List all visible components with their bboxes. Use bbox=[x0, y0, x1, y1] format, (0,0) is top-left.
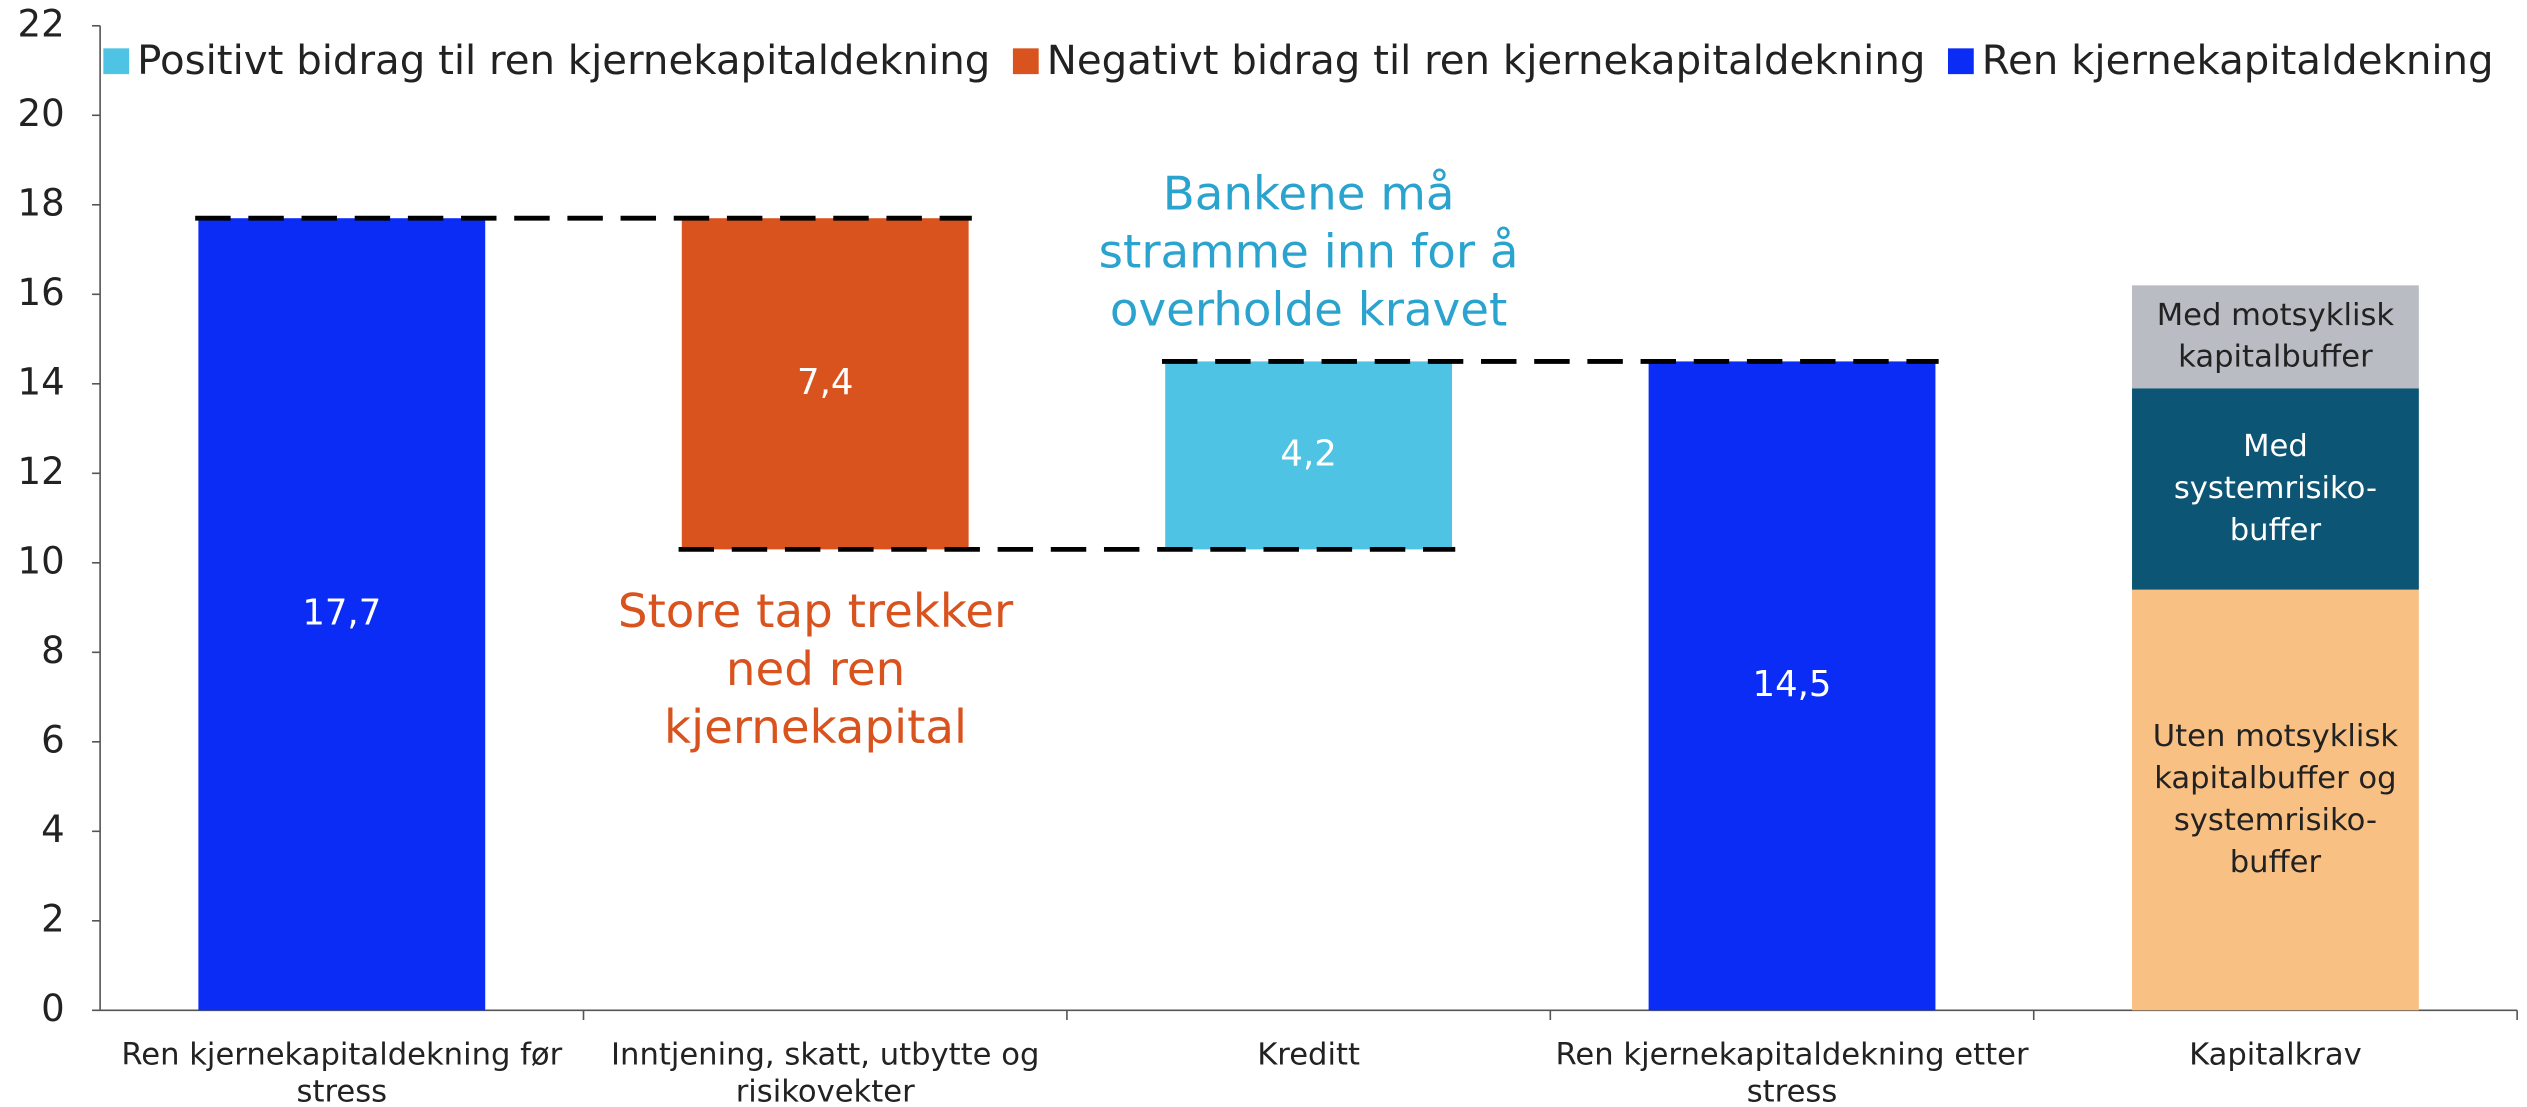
bar bbox=[681, 218, 969, 550]
bar bbox=[1165, 361, 1453, 550]
value-label: 14,5 bbox=[1753, 664, 1832, 705]
y-tick-label: 6 bbox=[41, 718, 65, 761]
stack-label-line: buffer bbox=[2230, 844, 2322, 879]
annotation-line: ned ren bbox=[726, 642, 905, 696]
x-tick-label: Kreditt bbox=[1257, 1037, 1360, 1072]
x-tick-label-line: stress bbox=[297, 1074, 388, 1107]
x-tick-label-line: stress bbox=[1747, 1074, 1838, 1107]
stack-label-line: kapitalbuffer bbox=[2178, 339, 2373, 374]
annotation-line: Bankene må bbox=[1163, 167, 1455, 221]
x-tick-label: Inntjening, skatt, utbytte og risikovekte… bbox=[611, 1037, 1039, 1107]
x-tick-label-line: Ren kjernekapitaldekning etter bbox=[1556, 1037, 2029, 1072]
x-tick-label-line: Ren kjernekapitaldekning før bbox=[121, 1037, 562, 1072]
y-tick-label: 8 bbox=[41, 629, 65, 672]
y-tick-label: 4 bbox=[41, 808, 65, 851]
annotation-line: Store tap trekker bbox=[618, 584, 1014, 638]
legend-label: Negativt bidrag til ren kjernekapitaldek… bbox=[1047, 38, 1926, 84]
stack-label-line: buffer bbox=[2230, 512, 2322, 547]
y-tick-label: 18 bbox=[17, 181, 64, 224]
value-label: 17,7 bbox=[302, 592, 381, 633]
stack-label: Med motsyklisk kapitalbuffer bbox=[2157, 297, 2395, 374]
legend-swatch bbox=[1012, 48, 1039, 75]
annotation: Store tap trekker ned ren kjernekapital bbox=[618, 584, 1014, 754]
stack-label-line: Uten motsyklisk bbox=[2153, 719, 2399, 754]
value-label: 4,2 bbox=[1280, 433, 1336, 474]
legend-swatch bbox=[1947, 48, 1974, 75]
annotation-line: kjernekapital bbox=[664, 700, 967, 754]
y-tick-label: 14 bbox=[17, 360, 64, 403]
legend-swatch bbox=[103, 48, 130, 75]
x-tick-label-line: Inntjening, skatt, utbytte og bbox=[611, 1037, 1039, 1072]
annotation: Bankene må stramme inn for å overholde kra… bbox=[1099, 167, 1519, 337]
legend-label: Positivt bidrag til ren kjernekapitaldek… bbox=[137, 38, 990, 84]
stack-label: Med systemrisiko-buffer bbox=[2174, 429, 2377, 548]
stack-segment bbox=[2132, 589, 2419, 1011]
x-tick-label-line: Kreditt bbox=[1257, 1037, 1360, 1072]
y-tick-label: 0 bbox=[41, 987, 65, 1030]
y-tick-label: 20 bbox=[17, 92, 64, 135]
annotation-line: overholde kravet bbox=[1110, 283, 1507, 337]
stack-segment bbox=[2132, 388, 2419, 590]
x-tick-label: Ren kjernekapitaldekning før stress bbox=[121, 1037, 562, 1107]
x-tick-label-line: risikovekter bbox=[736, 1074, 915, 1107]
y-tick-label: 12 bbox=[17, 450, 64, 493]
stack-label-line: Med bbox=[2243, 429, 2308, 464]
y-tick-label: 22 bbox=[17, 2, 64, 45]
x-tick-label-line: Kapitalkrav bbox=[2189, 1037, 2362, 1072]
x-tick-label: Kapitalkrav bbox=[2189, 1037, 2362, 1072]
stack-segment bbox=[2132, 285, 2419, 389]
stack-label-line: Med motsyklisk bbox=[2157, 297, 2395, 332]
legend-label: Ren kjernekapitaldekning bbox=[1982, 38, 2494, 84]
stack-label-line: systemrisiko- bbox=[2174, 470, 2377, 505]
bar bbox=[1648, 361, 1936, 1011]
y-tick-label: 10 bbox=[17, 539, 64, 582]
stack-label-line: kapitalbuffer og bbox=[2154, 761, 2396, 796]
bar bbox=[198, 218, 486, 1011]
stack-label-line: systemrisiko- bbox=[2174, 802, 2377, 837]
y-tick-label: 2 bbox=[41, 897, 65, 940]
y-tick-label: 16 bbox=[17, 271, 64, 314]
x-tick-label: Ren kjernekapitaldekning etter stress bbox=[1556, 1037, 2029, 1107]
stack-label: Uten motsyklisk kapitalbuffer og systemris… bbox=[2153, 719, 2399, 880]
annotation-line: stramme inn for å bbox=[1099, 225, 1519, 279]
value-label: 7,4 bbox=[797, 362, 853, 403]
